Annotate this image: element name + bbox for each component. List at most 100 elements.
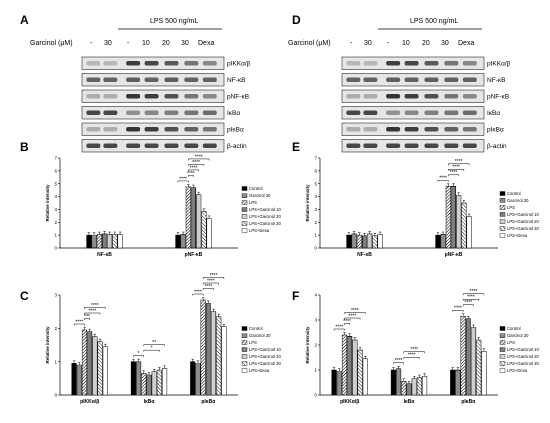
category-label: NF-κB: [97, 252, 112, 258]
blot-band: [202, 127, 217, 132]
legend-label: LPS+Garcinol 30: [507, 361, 539, 366]
lane-1: -: [90, 40, 93, 47]
bar: [346, 234, 352, 249]
blot-row-label: pIκBα: [487, 127, 504, 134]
blot-band: [404, 127, 419, 132]
blot-band: [86, 143, 101, 148]
category-label: pIκBα: [461, 399, 476, 405]
legend-swatch: [499, 205, 506, 210]
significance-label: ****: [210, 273, 218, 279]
significance-bracket: [448, 163, 470, 166]
blot-band: [424, 143, 439, 148]
legend-swatch: [241, 186, 248, 191]
lane-5: 20: [422, 40, 430, 47]
blot-band: [346, 110, 361, 115]
bar: [470, 327, 477, 396]
significance-bracket: [177, 180, 189, 183]
legend-label: Garcinol 30: [249, 193, 271, 198]
y-tick-label: 1: [314, 368, 317, 373]
y-tick-label: 3: [314, 318, 317, 323]
significance-bracket: [202, 288, 214, 290]
legend-label: Control: [249, 326, 263, 331]
category-label: NF-κB: [357, 252, 372, 258]
bar: [190, 361, 196, 396]
legend-swatch: [499, 347, 506, 352]
blot-band: [202, 110, 217, 115]
bar: [141, 373, 147, 396]
significance-bracket: [448, 169, 465, 171]
category-label: pIκBα: [201, 399, 216, 405]
blot-band: [86, 77, 101, 82]
significance-bracket: [73, 323, 85, 326]
legend-label: LPS+Garcinol 10: [249, 207, 281, 212]
lane-3: -: [387, 40, 390, 47]
blot-row-label: pIKKα/β: [227, 61, 251, 68]
bar: [76, 364, 82, 396]
bar: [221, 326, 227, 396]
blot-band: [404, 94, 419, 99]
significance-bracket: [143, 344, 165, 347]
significance-bracket: [133, 355, 145, 358]
legend-swatch: [241, 347, 248, 352]
blot-band: [404, 143, 419, 148]
significance-label: ****: [455, 159, 463, 165]
lane-7: Dexa: [198, 40, 214, 47]
y-tick-label: 1: [54, 359, 57, 364]
blot-band: [126, 61, 141, 66]
blot-row-label: NF-κB: [227, 77, 245, 84]
bar: [136, 361, 142, 396]
legend-swatch: [241, 228, 248, 233]
significance-label: ****: [410, 347, 418, 353]
legend-label: LPS+Garcinol 10: [507, 212, 539, 217]
significance-bracket: [462, 293, 485, 296]
significance-bracket: [344, 312, 366, 314]
y-tick-label: 4: [54, 194, 57, 199]
blot-band: [363, 77, 378, 82]
blot-band: [346, 61, 361, 66]
y-axis-label: Relative intensity: [45, 326, 50, 364]
panel-letter-f: F: [292, 289, 299, 303]
legend-swatch: [241, 340, 248, 345]
significance-label: *: [138, 351, 140, 357]
bar: [86, 234, 92, 249]
bar: [331, 369, 337, 396]
blot-band: [184, 77, 199, 82]
blot-band: [164, 94, 179, 99]
bar: [112, 234, 118, 249]
blot-band: [202, 94, 217, 99]
blot-band: [363, 94, 378, 99]
blot-band: [126, 77, 141, 82]
significance-label: ****: [335, 324, 343, 330]
y-tick-label: 6: [54, 168, 57, 173]
blot-band: [126, 110, 141, 115]
significance-bracket: [344, 323, 350, 325]
blot-band: [363, 143, 378, 148]
lane-6: 30: [181, 40, 189, 47]
significance-label: ****: [179, 176, 187, 182]
legend-label: LPS+Garcinol 30: [249, 361, 281, 366]
y-tick-label: 5: [54, 181, 57, 186]
significance-label: ****: [467, 295, 475, 301]
legend-swatch: [241, 221, 248, 226]
bar: [406, 383, 412, 396]
y-axis-label: Relative intensity: [305, 184, 310, 222]
bar: [450, 369, 456, 396]
blot-band: [184, 143, 199, 148]
significance-bracket: [188, 169, 199, 172]
category-label: pIKKα/β: [340, 399, 359, 405]
blot-row-label: pIκBα: [227, 127, 244, 134]
significance-bracket: [462, 304, 474, 307]
legend-swatch: [499, 354, 506, 359]
significance-bracket: [84, 318, 90, 320]
blot-band: [462, 94, 477, 99]
legend-label: Garcinol 30: [507, 333, 529, 338]
bar: [422, 376, 428, 396]
significance-label: ***: [84, 314, 90, 320]
bar: [200, 299, 206, 396]
legend-swatch: [499, 219, 506, 224]
y-tick-label: 1: [54, 233, 57, 238]
legend-label: LPS+Dexa: [507, 233, 528, 238]
bar: [351, 233, 357, 249]
significance-bracket: [333, 328, 345, 331]
bar: [466, 216, 472, 249]
